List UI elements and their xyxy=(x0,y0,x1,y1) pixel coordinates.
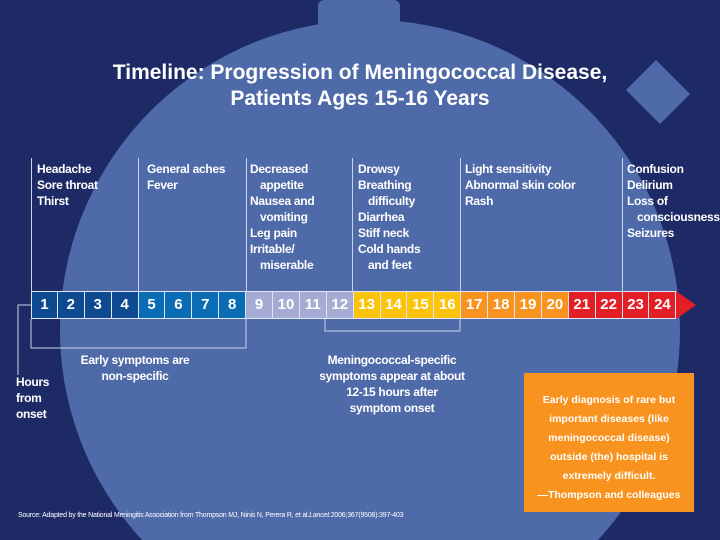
divider xyxy=(460,158,461,292)
hour-cell: 11 xyxy=(299,291,327,319)
hour-cell: 6 xyxy=(165,291,193,319)
title-line-1: Timeline: Progression of Meningococcal D… xyxy=(112,61,608,84)
hour-cell: 9 xyxy=(246,291,274,319)
divider xyxy=(31,158,32,292)
symptom-text: and feet xyxy=(368,258,412,272)
symptom-text: Fever xyxy=(147,178,178,192)
symptom-group: Decreased appetite Nausea and vomiting Leg p… xyxy=(250,161,315,273)
divider xyxy=(352,158,353,292)
symptom-text: Abnormal skin color xyxy=(465,178,576,192)
symptom-text: Stiff neck xyxy=(358,226,410,240)
symptom-text: Breathing xyxy=(358,178,412,192)
hour-cell: 1 xyxy=(31,291,58,319)
symptom-group: Confusion Delirium Loss of consciousness Sei… xyxy=(627,161,720,241)
hour-cell: 4 xyxy=(111,291,139,319)
hour-cell: 12 xyxy=(326,291,354,319)
symptom-text: Diarrhea xyxy=(358,210,405,224)
hour-cell: 19 xyxy=(515,291,542,319)
quote-box: Early diagnosis of rare but important dis… xyxy=(524,373,694,512)
symptom-text: Cold hands xyxy=(358,242,421,256)
divider xyxy=(246,158,247,292)
title-line-2: Patients Ages 15-16 Years xyxy=(230,87,490,110)
hour-cell: 14 xyxy=(380,291,408,319)
stopwatch-side-button xyxy=(626,60,690,124)
hour-cell: 8 xyxy=(219,291,247,319)
symptom-text: Delirium xyxy=(627,178,673,192)
arrow-head-icon xyxy=(676,291,697,319)
hour-cell: 7 xyxy=(192,291,220,319)
symptom-group: Drowsy Breathing difficulty Diarrhea Stiff n… xyxy=(358,161,421,273)
early-symptoms-note: Early symptoms are non-specific xyxy=(80,353,190,383)
symptom-text: Nausea and xyxy=(250,194,315,208)
symptom-text: Light sensitivity xyxy=(465,162,552,176)
page-title: Timeline: Progression of Meningococcal D… xyxy=(0,60,720,112)
symptom-text: vomiting xyxy=(260,210,308,224)
hour-cell: 5 xyxy=(138,291,166,319)
symptom-group: Headache Sore throat Thirst xyxy=(37,161,98,209)
hour-cell: 13 xyxy=(353,291,381,319)
symptom-text: Thirst xyxy=(37,194,69,208)
symptom-text: Confusion xyxy=(627,162,684,176)
symptom-text: Sore throat xyxy=(37,178,98,192)
specific-symptoms-note: Meningococcal-specific symptoms appear at… xyxy=(319,353,465,415)
symptom-text: consciousness xyxy=(637,210,720,224)
hour-cell: 10 xyxy=(273,291,300,319)
hour-cell: 21 xyxy=(568,291,596,319)
hour-cell: 23 xyxy=(622,291,650,319)
early-bracket xyxy=(30,319,247,349)
symptom-text: Rash xyxy=(465,194,494,208)
specific-bracket xyxy=(324,319,461,332)
symptom-text: Irritable/ xyxy=(250,242,295,256)
symptom-text: Decreased xyxy=(250,162,309,176)
symptom-text: Seizures xyxy=(627,226,674,240)
symptom-text: appetite xyxy=(260,178,304,192)
hour-cell: 3 xyxy=(84,291,112,319)
hour-cell: 18 xyxy=(488,291,516,319)
hour-cell: 2 xyxy=(57,291,85,319)
symptom-group: Light sensitivity Abnormal skin color Rash xyxy=(465,161,576,209)
symptom-group: General aches Fever xyxy=(147,161,225,193)
hour-cell: 24 xyxy=(649,291,677,319)
hour-cell: 20 xyxy=(541,291,569,319)
divider xyxy=(138,158,139,292)
hour-cell: 15 xyxy=(407,291,435,319)
hour-cell: 17 xyxy=(461,291,489,319)
symptom-text: miserable xyxy=(260,258,314,272)
hour-cell: 16 xyxy=(434,291,462,319)
symptom-text: Loss of xyxy=(627,194,668,208)
divider xyxy=(622,158,623,292)
symptom-text: General aches xyxy=(147,162,226,176)
symptom-text: Headache xyxy=(37,162,92,176)
symptom-text: difficulty xyxy=(368,194,415,208)
hours-from-onset-label: Hours from onset xyxy=(16,375,50,421)
hours-pointer xyxy=(17,304,31,375)
symptom-text: Leg pain xyxy=(250,226,297,240)
hour-timeline: 1 2 3 4 5 6 7 8 9 10 11 12 13 14 15 16 17 18 19 20 21 22 23 24 xyxy=(31,291,697,319)
symptom-text: Drowsy xyxy=(358,162,400,176)
source-citation: Source: Adapted by the National Meningit… xyxy=(18,512,404,519)
hour-cell: 22 xyxy=(595,291,623,319)
